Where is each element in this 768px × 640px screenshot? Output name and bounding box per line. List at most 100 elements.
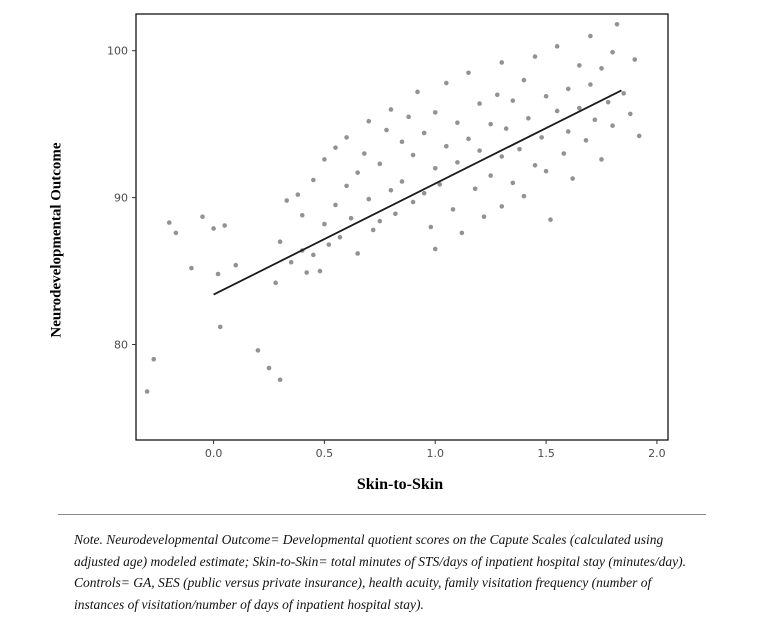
data-point bbox=[333, 202, 338, 208]
regression-line bbox=[213, 89, 622, 296]
data-point bbox=[299, 212, 305, 218]
data-point bbox=[561, 151, 567, 156]
data-point bbox=[614, 21, 620, 27]
data-point bbox=[548, 217, 553, 222]
data-point bbox=[288, 259, 294, 265]
data-point bbox=[499, 60, 505, 65]
data-point bbox=[255, 348, 261, 353]
data-point bbox=[173, 230, 179, 236]
data-point bbox=[444, 143, 449, 149]
data-point bbox=[388, 107, 394, 112]
data-point bbox=[455, 120, 460, 126]
data-point bbox=[554, 108, 560, 114]
data-point bbox=[526, 115, 531, 121]
data-point bbox=[565, 129, 571, 134]
x-tick-label: 1.0 bbox=[427, 447, 445, 460]
y-axis-label: Neurodevelopmental Outcome bbox=[48, 142, 65, 338]
x-axis-label: Skin-to-Skin bbox=[356, 476, 444, 493]
data-point bbox=[266, 365, 272, 371]
data-point bbox=[599, 157, 604, 162]
data-point bbox=[428, 224, 434, 230]
data-point bbox=[421, 130, 427, 136]
data-point bbox=[481, 214, 487, 220]
data-point bbox=[217, 324, 223, 330]
data-point bbox=[577, 105, 582, 111]
data-point bbox=[333, 145, 338, 150]
data-point bbox=[588, 33, 593, 39]
data-point bbox=[377, 218, 383, 224]
plot-region: Neurodevelopmental Outcome 0.0 0.5 1.0 1.5 2… bbox=[34, 6, 768, 474]
data-point bbox=[510, 98, 516, 103]
y-tick-label: 90 bbox=[114, 192, 128, 205]
data-point bbox=[610, 49, 615, 55]
x-tick-label: 0.0 bbox=[205, 447, 223, 460]
data-point bbox=[444, 80, 449, 86]
data-point bbox=[384, 127, 389, 133]
data-point bbox=[521, 193, 527, 199]
data-point bbox=[348, 215, 354, 221]
data-point bbox=[366, 196, 372, 202]
data-point bbox=[583, 138, 589, 143]
data-point bbox=[628, 111, 633, 117]
data-point bbox=[543, 93, 549, 99]
data-point bbox=[370, 227, 376, 233]
data-point bbox=[450, 207, 456, 212]
data-point bbox=[211, 226, 216, 231]
data-point bbox=[472, 186, 478, 192]
data-point bbox=[215, 271, 221, 277]
data-point bbox=[399, 179, 405, 184]
data-point bbox=[415, 89, 420, 95]
data-point bbox=[311, 177, 316, 183]
y-axis-label-box: Neurodevelopmental Outcome bbox=[34, 6, 80, 474]
data-point bbox=[517, 146, 522, 152]
data-point bbox=[317, 268, 323, 274]
x-tick-label: 0.5 bbox=[316, 447, 334, 460]
data-point bbox=[151, 356, 157, 362]
data-point bbox=[189, 265, 194, 271]
data-point bbox=[610, 123, 615, 128]
data-point bbox=[510, 180, 516, 186]
data-point bbox=[344, 183, 349, 189]
data-point bbox=[521, 77, 527, 83]
data-point bbox=[477, 148, 482, 153]
data-point bbox=[459, 230, 465, 236]
x-tick-label: 1.5 bbox=[537, 447, 555, 460]
data-point bbox=[503, 126, 509, 131]
data-point bbox=[605, 99, 611, 105]
data-point bbox=[499, 154, 505, 159]
data-point bbox=[284, 198, 290, 203]
scatter-plot: 0.0 0.5 1.0 1.5 2.0 80 90 100 bbox=[107, 13, 669, 460]
data-point bbox=[588, 82, 593, 87]
data-point bbox=[432, 165, 438, 171]
data-point bbox=[166, 220, 172, 225]
data-point bbox=[565, 86, 571, 92]
data-point bbox=[532, 54, 538, 59]
data-point bbox=[273, 280, 278, 286]
data-point bbox=[200, 214, 205, 220]
data-point bbox=[543, 168, 549, 174]
data-point bbox=[554, 44, 560, 49]
data-point bbox=[455, 160, 460, 165]
data-point bbox=[144, 389, 150, 394]
figure-note: Note. Neurodevelopmental Outcome= Develo… bbox=[74, 532, 687, 612]
data-point bbox=[495, 92, 500, 98]
data-point bbox=[621, 91, 626, 96]
plot-panel bbox=[135, 13, 669, 441]
data-point bbox=[477, 101, 482, 106]
data-point bbox=[570, 176, 575, 181]
data-point bbox=[466, 136, 471, 142]
data-point bbox=[532, 163, 538, 168]
data-point bbox=[432, 110, 438, 115]
data-point bbox=[466, 70, 471, 76]
data-point bbox=[233, 262, 239, 268]
data-point bbox=[322, 221, 327, 227]
data-point bbox=[399, 139, 405, 145]
data-point bbox=[355, 170, 360, 175]
data-point bbox=[337, 234, 343, 240]
data-point bbox=[295, 192, 301, 197]
data-point bbox=[488, 121, 493, 127]
data-point bbox=[421, 190, 427, 196]
y-tick-label: 100 bbox=[107, 45, 128, 58]
data-point bbox=[377, 161, 383, 167]
x-tick-label: 2.0 bbox=[648, 447, 666, 460]
